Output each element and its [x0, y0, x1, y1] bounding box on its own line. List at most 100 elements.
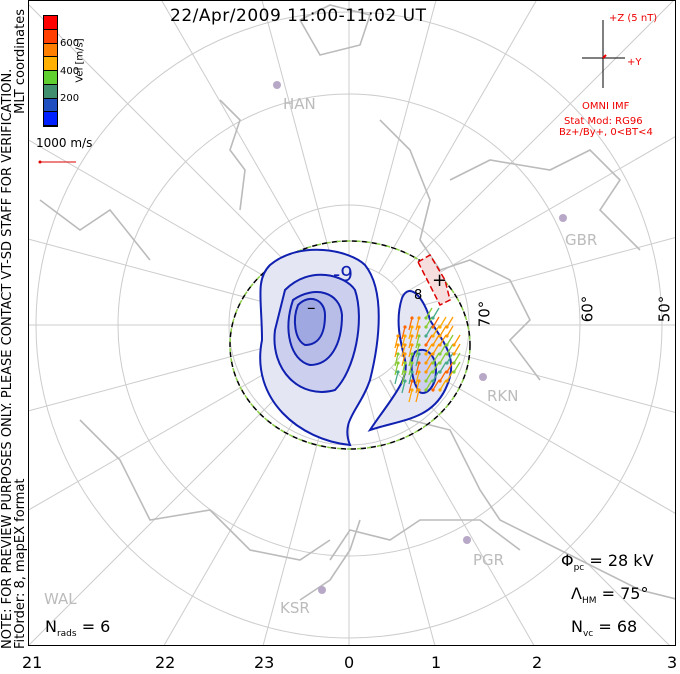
cbar-swatch: [44, 98, 57, 113]
imf-y-label: +Y: [627, 57, 642, 68]
vector-origin: [403, 370, 407, 374]
map-frame: [28, 0, 676, 646]
mlt-meridian: [28, 139, 298, 296]
mlt-meridian: [406, 340, 676, 414]
cbar-swatch: [44, 84, 57, 99]
cbar-swatch: [44, 29, 57, 44]
station-markers: [273, 81, 567, 594]
mlt-meridian: [364, 0, 437, 268]
velocity-vector: [408, 335, 413, 349]
velocity-vector: [408, 371, 413, 385]
vector-origin: [403, 334, 407, 338]
vector-origin: [431, 325, 435, 329]
vector-origin: [424, 361, 428, 365]
velocity-vector: [415, 389, 420, 403]
scale-vector: [38, 160, 76, 164]
vector-origin: [438, 352, 442, 356]
cross-polar-potential: Φpc = 28 kV: [561, 551, 654, 574]
velocity-vector: [453, 334, 461, 346]
velocity-colorbar: [43, 15, 58, 127]
velocity-vectors: [394, 307, 461, 403]
vector-origin: [438, 325, 442, 329]
min-marker: –: [307, 298, 316, 318]
vector-origin: [431, 370, 435, 374]
cbar-tick: 600: [60, 38, 80, 49]
cbar-swatch: [44, 57, 57, 71]
mlt-meridian: [378, 376, 535, 646]
vector-origin: [445, 334, 449, 338]
velocity-vector: [401, 353, 406, 367]
velocity-vector: [394, 353, 399, 367]
velocity-vector: [415, 335, 420, 349]
vector-origin: [403, 325, 407, 329]
velocity-vector: [432, 334, 440, 346]
vector-origin: [410, 370, 414, 374]
velocity-vector: [432, 316, 440, 328]
mlt-label: 21: [22, 653, 43, 672]
vector-origin: [417, 325, 421, 329]
vector-origin: [410, 334, 414, 338]
vector-count: Nvc = 68: [571, 617, 638, 640]
imf-z-label: +Z (5 nT): [609, 13, 658, 24]
imf-clock: [582, 20, 625, 88]
velocity-vector: [401, 380, 406, 394]
vector-origin: [417, 316, 421, 320]
vector-origin: [424, 352, 428, 356]
cbar-swatch: [44, 16, 57, 30]
velocity-vector: [425, 361, 433, 373]
velocity-vector: [394, 344, 399, 358]
velocity-vector: [401, 335, 406, 349]
velocity-vector: [446, 316, 454, 328]
velocity-vector: [401, 344, 406, 358]
vector-origin: [417, 370, 421, 374]
cbar-swatch: [44, 43, 57, 58]
cbar-label: Vel [m/s]: [74, 38, 86, 83]
hm-latitude: ΛHM = 75°: [571, 584, 649, 607]
velocity-vector: [425, 334, 433, 346]
vector-origin: [410, 325, 414, 329]
velocity-vector: [415, 362, 420, 376]
mlt-meridian: [28, 238, 292, 310]
velocity-vector: [432, 307, 440, 319]
vector-origin: [417, 379, 421, 383]
velocity-vector: [415, 344, 420, 358]
vector-origin: [417, 388, 421, 392]
map-title: 22/Apr/2009 11:00-11:02 UT: [170, 6, 427, 26]
velocity-vector: [394, 371, 399, 385]
velocity-vector: [408, 353, 413, 367]
velocity-vector: [432, 343, 440, 355]
coord-label: MLT coordinates: [13, 9, 28, 114]
lat-label: 60°: [578, 295, 597, 323]
vector-origin: [424, 370, 428, 374]
velocity-vector: [432, 379, 440, 391]
velocity-vector: [425, 325, 433, 337]
vector-origin: [396, 343, 400, 347]
vector-origin: [417, 343, 421, 347]
vector-origin: [445, 379, 449, 383]
vector-origin: [424, 334, 428, 338]
vector-origin: [424, 316, 428, 320]
velocity-vector: [425, 307, 433, 319]
mlt-meridian: [160, 0, 320, 274]
vector-origin: [431, 352, 435, 356]
station-gbr: GBR: [565, 231, 598, 249]
mlt-label: 0: [344, 653, 355, 672]
cbar-tick: 400: [60, 66, 80, 77]
vector-origin: [403, 352, 407, 356]
velocity-vector: [453, 343, 461, 355]
velocity-vector: [401, 326, 406, 340]
vector-origin: [417, 361, 421, 365]
mlt-meridian: [261, 0, 334, 268]
velocity-vector: [432, 370, 440, 382]
cbar-tick: 200: [60, 93, 80, 104]
velocity-vector: [408, 389, 413, 403]
vector-origin: [424, 388, 428, 392]
station-han: HAN: [283, 95, 316, 113]
velocity-vector: [446, 343, 454, 355]
vector-origin: [396, 352, 400, 356]
contour-label: 8: [414, 288, 423, 303]
velocity-vector: [439, 334, 447, 346]
velocity-vector: [446, 361, 454, 373]
vector-origin: [410, 388, 414, 392]
